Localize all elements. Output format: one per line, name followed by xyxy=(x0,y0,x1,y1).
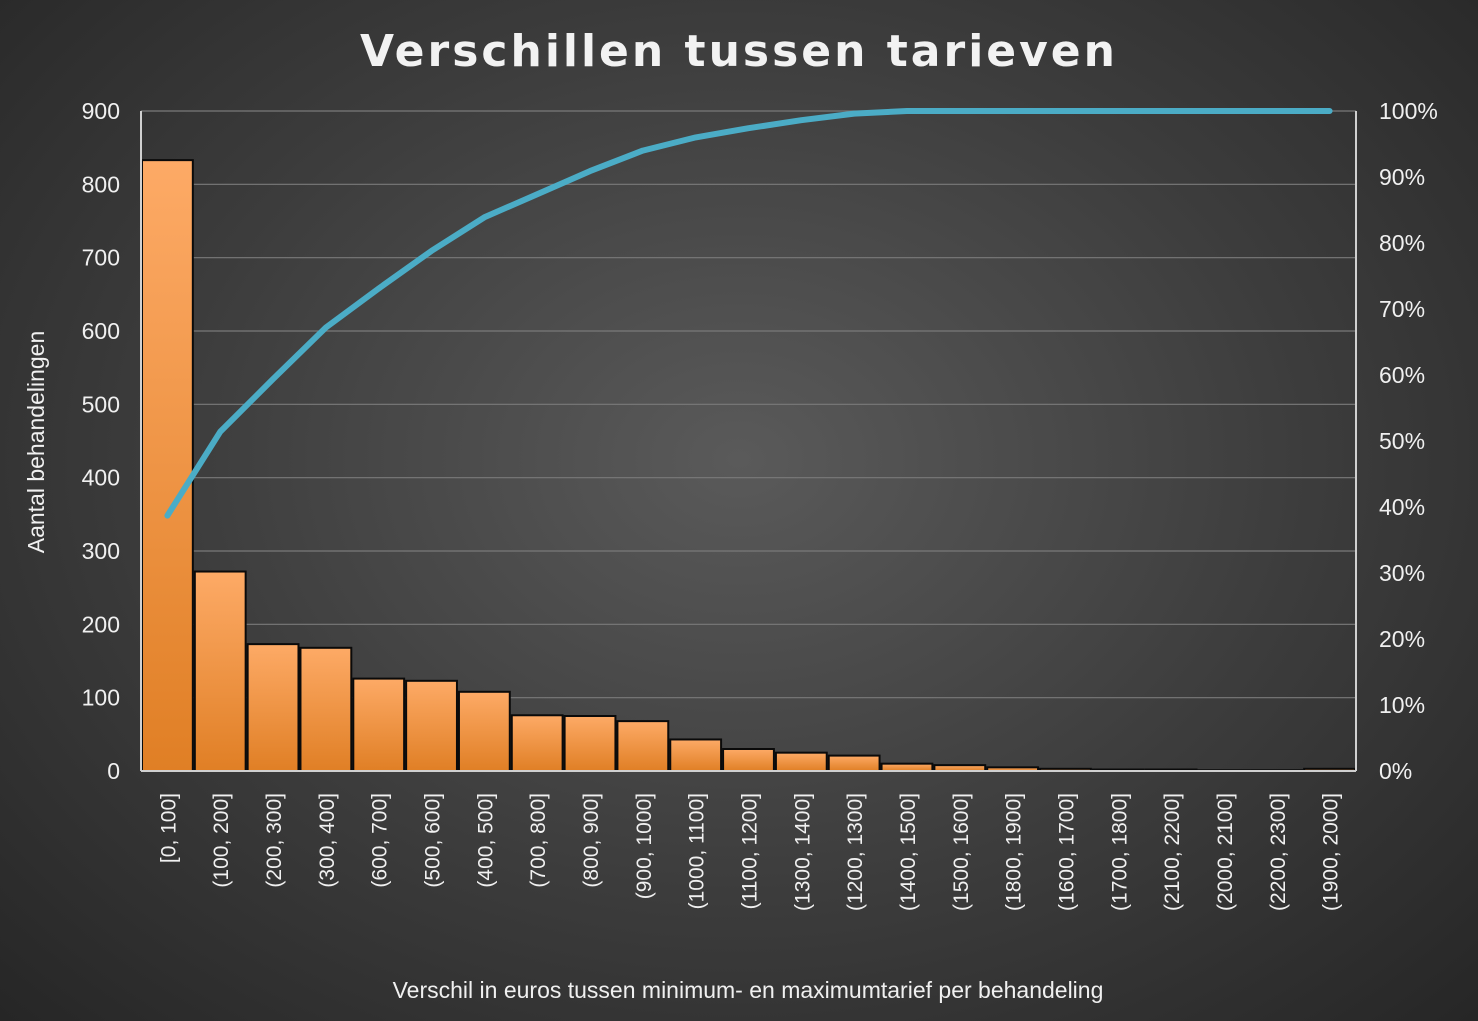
line-point xyxy=(800,119,802,121)
line-point xyxy=(431,250,433,252)
line-point xyxy=(1276,110,1278,112)
line-point xyxy=(325,326,327,328)
y-axis-ticks: 0 100 200 300 400 500 600 700 800 900 xyxy=(82,98,120,784)
y-tick-label: 100 xyxy=(82,685,120,711)
x-tick-label: (1300, 1400] xyxy=(791,793,814,911)
x-tick-label: (1800, 1900] xyxy=(1003,793,1026,911)
y2-tick-label: 50% xyxy=(1379,428,1425,454)
y-tick-label: 0 xyxy=(107,758,120,784)
line-point xyxy=(959,110,961,112)
bar xyxy=(722,748,775,772)
gridlines xyxy=(141,110,1356,699)
line-point xyxy=(1064,110,1066,112)
y2-axis-ticks: 0% 10% 20% 30% 40% 50% 60% 70% 80% 90% 100% xyxy=(1379,98,1438,784)
x-tick-label: (300, 400] xyxy=(316,793,339,888)
x-tick-label: (1100, 1200] xyxy=(739,793,762,909)
line-point xyxy=(906,110,908,112)
x-tick-label: (1200, 1300] xyxy=(844,793,867,911)
y-tick-label: 800 xyxy=(82,171,120,197)
line-point xyxy=(1117,110,1119,112)
y-tick-label: 500 xyxy=(82,391,120,417)
bar xyxy=(141,159,194,772)
x-tick-label: (800, 900] xyxy=(580,793,603,888)
line-point xyxy=(642,150,644,152)
line-point xyxy=(219,431,221,433)
x-tick-label: (700, 800] xyxy=(527,793,550,888)
bar xyxy=(299,646,353,772)
line-point xyxy=(166,515,168,517)
bar xyxy=(457,690,511,772)
x-tick-label: (1900, 2000] xyxy=(1320,793,1343,911)
x-tick-label: (1000, 1100] xyxy=(686,793,709,909)
x-tick-label: (400, 500] xyxy=(474,793,497,888)
y2-tick-label: 100% xyxy=(1379,98,1438,124)
y-tick-label: 400 xyxy=(82,465,120,491)
x-tick-label: [0, 100] xyxy=(157,793,180,863)
y-tick-label: 200 xyxy=(82,611,120,637)
bar xyxy=(510,714,564,772)
x-axis-ticks: [0, 100] (100, 200] (200, 300] (300, 400] (6… xyxy=(157,793,1342,911)
x-tick-label: (1600, 1700] xyxy=(1056,793,1079,911)
y2-tick-label: 90% xyxy=(1379,164,1425,190)
y-tick-label: 600 xyxy=(82,318,120,344)
y2-tick-label: 60% xyxy=(1379,362,1425,388)
line-point xyxy=(748,127,749,129)
x-tick-label: (900, 1000] xyxy=(633,793,656,899)
x-tick-label: (2100, 2200] xyxy=(1161,793,1184,911)
bar xyxy=(563,715,617,772)
line-point xyxy=(1223,110,1225,112)
line-point xyxy=(589,170,591,172)
bar xyxy=(616,720,670,773)
line-point xyxy=(1170,110,1172,112)
x-tick-label: (1400, 1500] xyxy=(897,793,920,911)
bar xyxy=(880,762,934,773)
line-point xyxy=(272,378,274,380)
y2-tick-label: 80% xyxy=(1379,230,1425,256)
y-tick-label: 900 xyxy=(82,98,120,124)
bar xyxy=(405,679,458,772)
bar xyxy=(352,677,406,772)
line-point xyxy=(536,193,538,195)
line-point xyxy=(695,136,697,138)
axes xyxy=(140,111,1357,772)
line-point xyxy=(1012,110,1014,112)
cumulative-line xyxy=(164,108,1333,519)
y2-tick-label: 10% xyxy=(1379,692,1425,718)
x-tick-label: (2000, 2100] xyxy=(1214,793,1237,911)
line-point xyxy=(378,288,380,290)
y-axis-title: Aantal behandelingen xyxy=(23,331,49,554)
y2-tick-label: 70% xyxy=(1379,296,1425,322)
bar-series xyxy=(141,159,1357,773)
y2-tick-label: 40% xyxy=(1379,494,1425,520)
chart-title: Verschillen tussen tarieven xyxy=(360,26,1118,77)
x-tick-label: (1700, 1800] xyxy=(1108,793,1131,911)
y2-tick-label: 20% xyxy=(1379,626,1425,652)
bar xyxy=(827,754,881,772)
y-tick-label: 700 xyxy=(82,245,120,271)
line-point xyxy=(1329,110,1331,112)
x-tick-label: (200, 300] xyxy=(263,793,286,888)
x-tick-label: (2200, 2300] xyxy=(1267,793,1290,911)
bar xyxy=(669,738,723,773)
line-point xyxy=(483,216,485,218)
bar xyxy=(193,570,247,772)
x-tick-label: (100, 200] xyxy=(210,793,233,888)
y-tick-label: 300 xyxy=(82,538,120,564)
x-tick-label: (1500, 1600] xyxy=(950,793,973,911)
x-tick-label: (500, 600] xyxy=(422,793,445,888)
x-axis-title: Verschil in euros tussen minimum- en max… xyxy=(393,977,1104,1003)
bar xyxy=(774,751,828,773)
y2-tick-label: 0% xyxy=(1379,758,1412,784)
y2-tick-label: 30% xyxy=(1379,560,1425,586)
line-point xyxy=(853,113,855,115)
x-tick-label: (600, 700] xyxy=(369,793,392,888)
cumulative-line-series xyxy=(164,108,1333,519)
bar xyxy=(246,643,300,773)
